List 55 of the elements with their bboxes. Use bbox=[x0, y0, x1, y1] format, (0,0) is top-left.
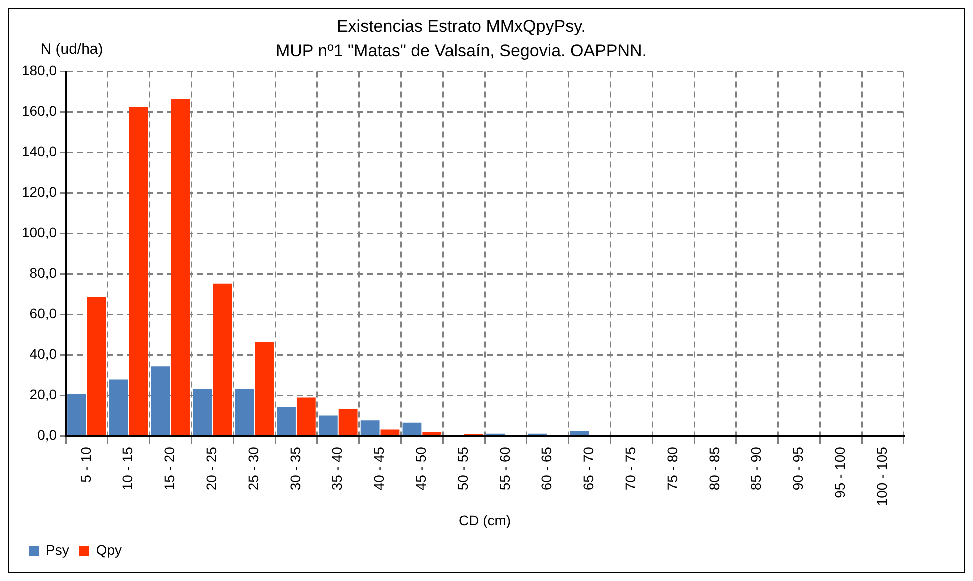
x-tick-label: 80 - 85 bbox=[706, 446, 722, 491]
bar bbox=[151, 366, 170, 436]
bar bbox=[338, 409, 358, 436]
y-tick-label: 80,0 bbox=[30, 265, 58, 282]
x-tick-label: 5 - 10 bbox=[78, 446, 94, 483]
y-tick-label: 60,0 bbox=[30, 305, 58, 322]
y-tick-label: 100,0 bbox=[22, 224, 58, 241]
bar bbox=[570, 431, 590, 436]
x-tick-label: 35 - 40 bbox=[329, 446, 346, 491]
y-axis-title: N (ud/ha) bbox=[40, 40, 104, 60]
bar bbox=[360, 420, 380, 436]
y-tick-label: 0,0 bbox=[38, 426, 58, 443]
x-tick-label: 65 - 70 bbox=[580, 446, 597, 491]
x-tick-label: 10 - 15 bbox=[120, 446, 136, 491]
bar bbox=[277, 407, 296, 436]
legend-label: Psy bbox=[46, 542, 70, 558]
chart-title: Existencias Estrato MMxQpyPsy. bbox=[336, 16, 586, 36]
bar bbox=[213, 284, 232, 436]
x-tick-label: 30 - 35 bbox=[287, 446, 304, 491]
x-tick-label: 20 - 25 bbox=[204, 446, 220, 491]
y-tick-label: 120,0 bbox=[22, 184, 58, 200]
x-tick-label: 55 - 60 bbox=[496, 446, 513, 491]
bar bbox=[255, 342, 274, 436]
x-tick-label: 15 - 20 bbox=[162, 446, 178, 491]
x-tick-label: 70 - 75 bbox=[622, 446, 639, 491]
legend-label: Qpy bbox=[96, 542, 122, 558]
x-tick-label: 25 - 30 bbox=[245, 446, 262, 491]
x-tick-label: 85 - 90 bbox=[748, 446, 764, 491]
y-tick-label: 40,0 bbox=[30, 346, 58, 362]
x-tick-label: 100 - 105 bbox=[874, 446, 890, 506]
chart-subtitle: MUP nº1 "Matas" de Valsaín, Segovia. OAPPNN. bbox=[276, 41, 648, 60]
x-axis-title: CD (cm) bbox=[458, 512, 512, 528]
bar bbox=[380, 430, 400, 436]
y-tick-label: 180,0 bbox=[22, 62, 58, 79]
bar bbox=[68, 394, 86, 436]
x-tick-label: 45 - 50 bbox=[413, 446, 430, 491]
y-tick-label: 160,0 bbox=[22, 103, 58, 120]
bar bbox=[422, 432, 442, 436]
x-tick-label: 95 - 100 bbox=[832, 446, 848, 498]
bar bbox=[296, 398, 316, 436]
bar bbox=[87, 297, 106, 436]
x-tick-label: 50 - 55 bbox=[454, 446, 471, 491]
x-tick-label: 60 - 65 bbox=[538, 446, 555, 491]
bar bbox=[109, 380, 128, 436]
bar bbox=[193, 389, 212, 436]
x-tick-label: 75 - 80 bbox=[664, 446, 680, 491]
bar bbox=[318, 416, 338, 436]
bar bbox=[171, 100, 190, 436]
y-tick-label: 20,0 bbox=[30, 386, 58, 402]
bar bbox=[402, 422, 422, 436]
bar bbox=[235, 389, 254, 436]
x-tick-label: 90 - 95 bbox=[790, 446, 806, 491]
x-tick-label: 40 - 45 bbox=[371, 446, 388, 491]
bar bbox=[129, 107, 148, 436]
y-tick-label: 140,0 bbox=[22, 144, 58, 160]
